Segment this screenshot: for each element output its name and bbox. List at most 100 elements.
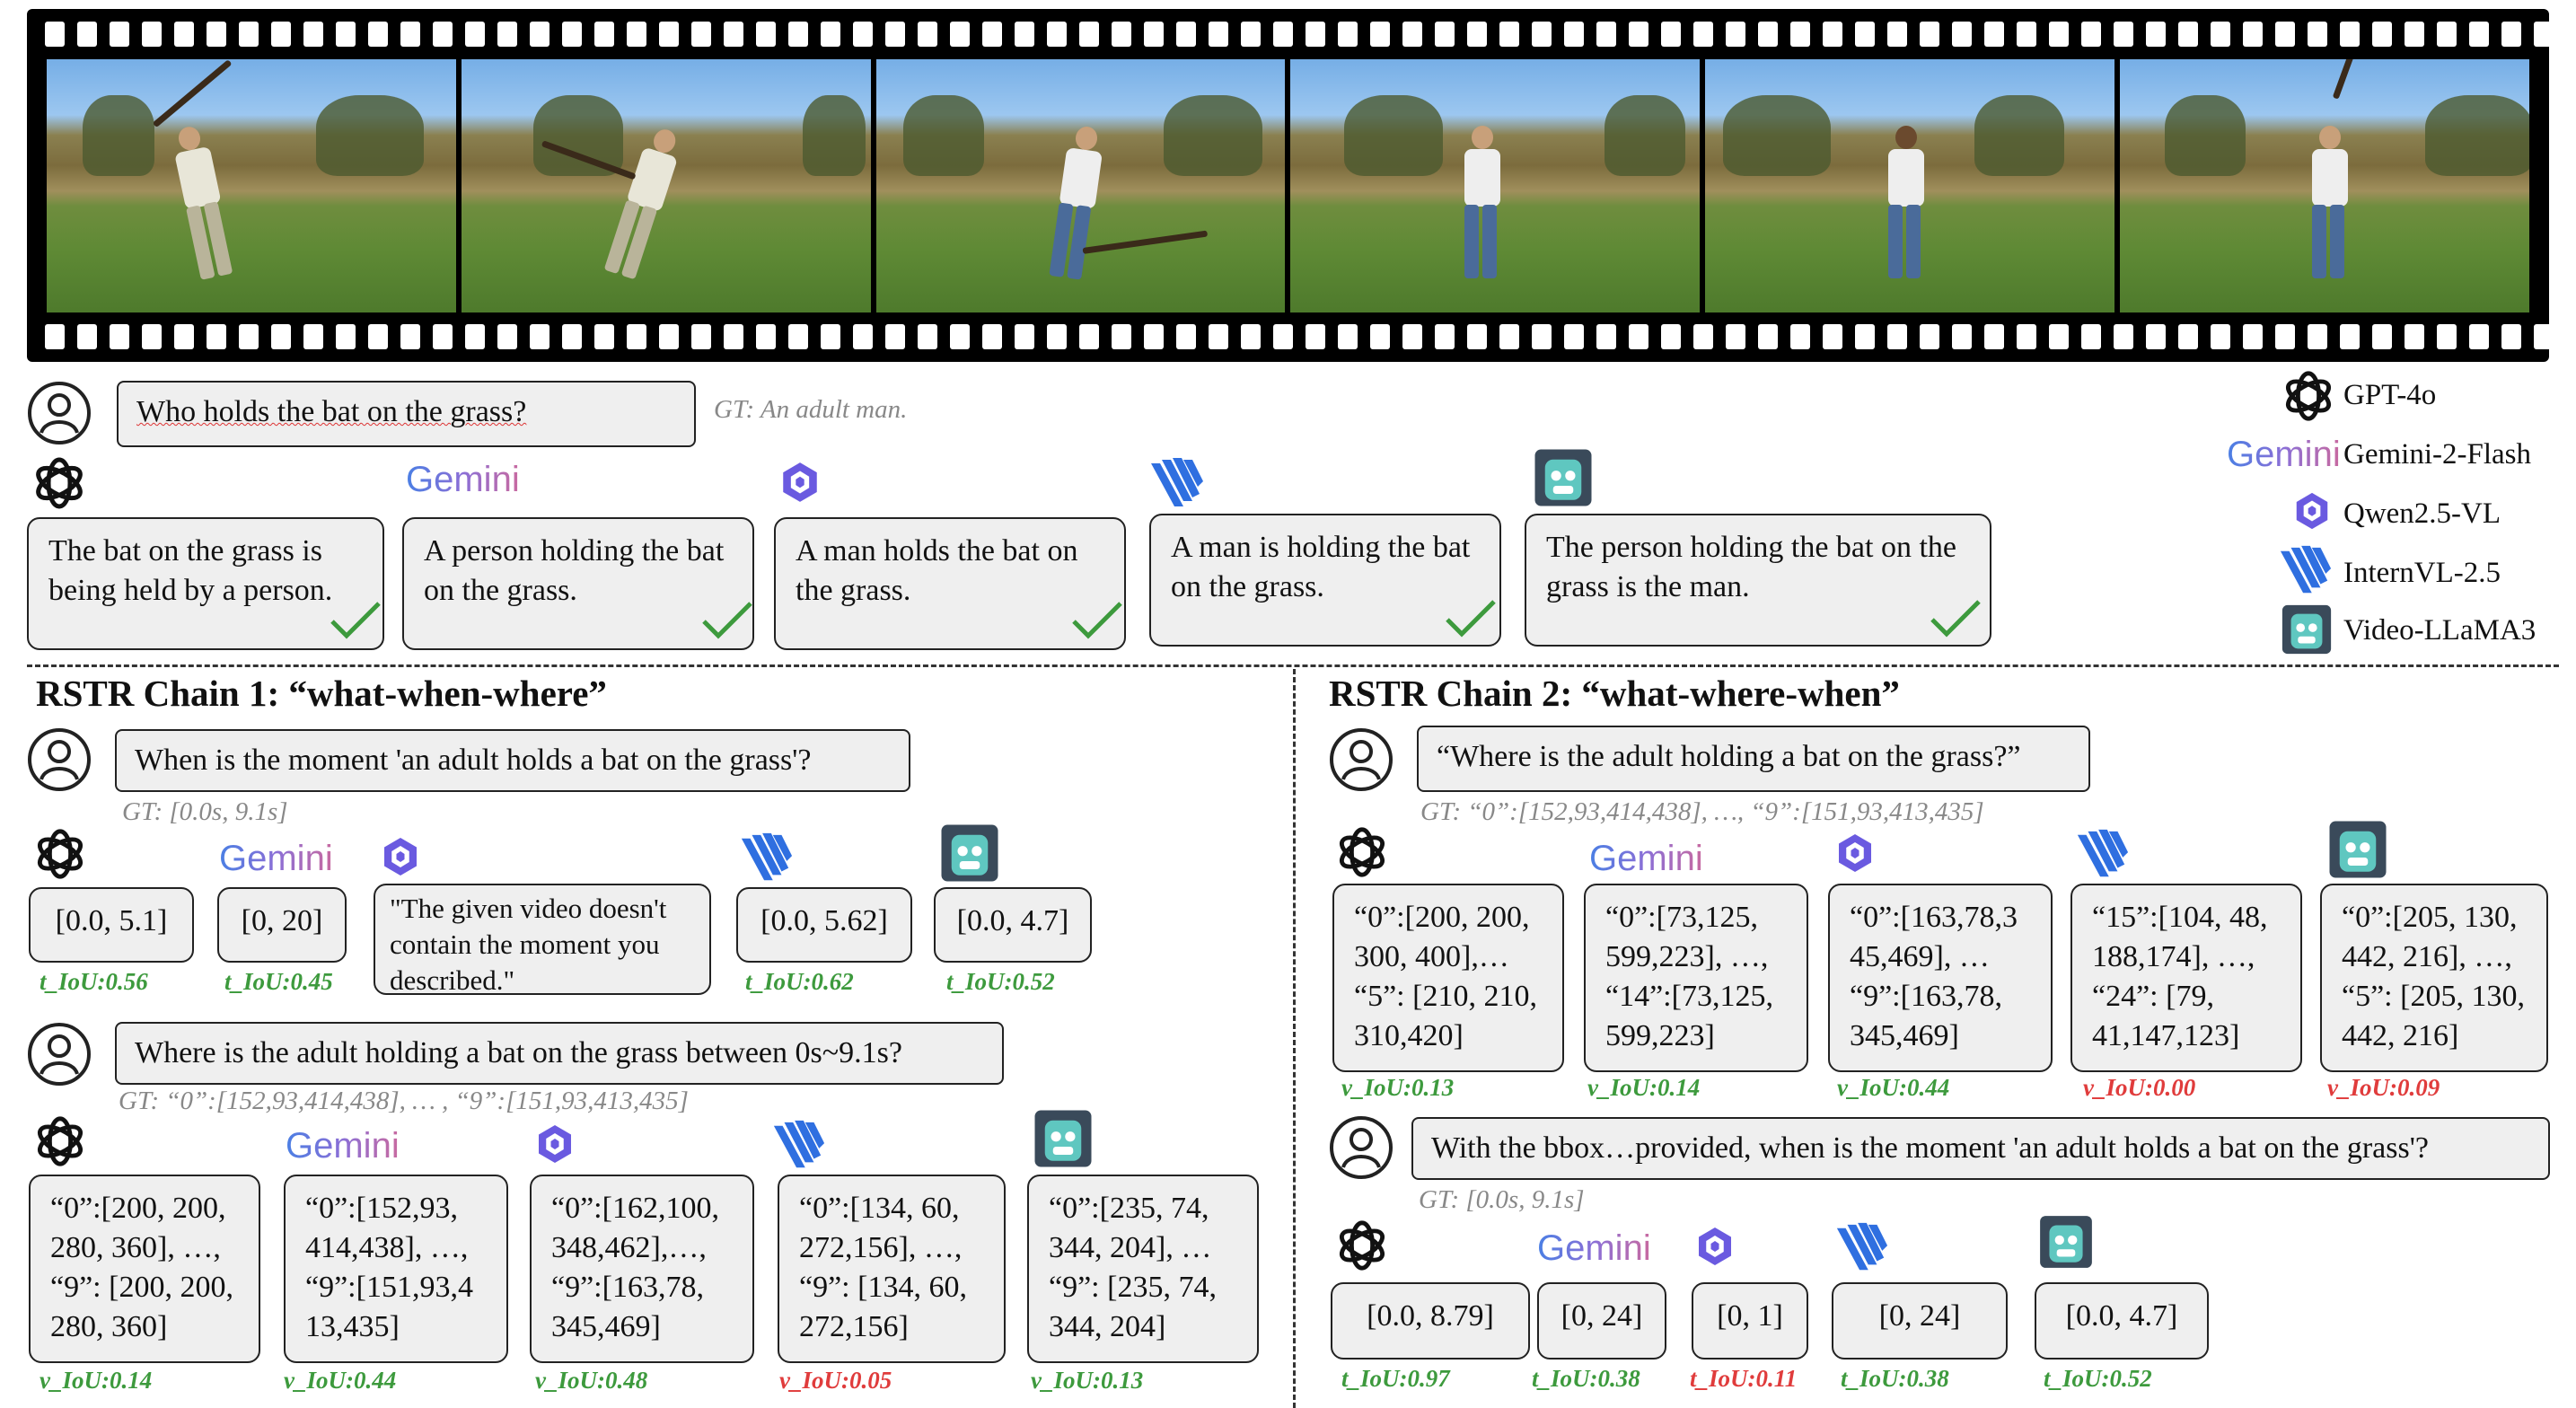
video-frame-3 [875, 59, 1286, 312]
chain2-m1-qwen: v_IoU:0.44 [1837, 1074, 1950, 1101]
video-llama-icon [2325, 817, 2390, 882]
top-answer-gpt: The bat on the grass is being held by a … [27, 517, 384, 650]
chain1-a1-gemini: [0, 20] [217, 887, 347, 963]
chain2-a1-qwen: “0”:[163,78,3 45,469], … “9”:[163,78, 34… [1828, 884, 2053, 1072]
chain1-question-1: When is the moment 'an adult holds a bat… [115, 729, 910, 792]
chain2-a1-gemini: “0”:[73,125, 599,223], …, “14”:[73,125, … [1584, 884, 1808, 1072]
chain1-m2-gpt: v_IoU:0.14 [40, 1367, 153, 1394]
chain2-a2-video-llama: [0.0, 4.7] [2035, 1282, 2209, 1360]
video-llama-icon [937, 821, 1002, 885]
chain2-question-1: “Where is the adult holding a bat on the… [1417, 726, 2090, 792]
chain1-a1-video-llama: [0.0, 4.7] [934, 887, 1092, 963]
chain1-a1-qwen: "The given video doesn't contain the mom… [374, 884, 711, 996]
legend-gemini-label: Gemini-2-Flash [2343, 438, 2531, 471]
top-answer-gemini: A person holding the bat on the grass. [402, 517, 754, 650]
qwen-icon [379, 835, 422, 878]
chain1-a2-internvl: “0”:[134, 60, 272,156], …, “9”: [134, 60… [778, 1175, 1006, 1363]
chain2-a1-internvl: “15”:[104, 48, 188,174], …, “24”: [79, 4… [2070, 884, 2302, 1072]
video-film-strip [27, 9, 2549, 362]
chain1-m2-internvl: v_IoU:0.05 [779, 1367, 892, 1394]
chain2-question-2: With the bbox…provided, when is the mome… [1411, 1117, 2550, 1180]
chain2-m2-internvl: t_IoU:0.38 [1841, 1365, 1949, 1392]
chain1-m1-gpt: t_IoU:0.56 [40, 968, 148, 995]
qwen-icon [533, 1122, 576, 1166]
check-icon [1070, 600, 1124, 639]
gpt-4o-icon [31, 454, 88, 512]
chain1-m2-video-llama: v_IoU:0.13 [1031, 1367, 1144, 1394]
gpt-4o-icon [32, 1113, 88, 1169]
chain1-m1-internvl: t_IoU:0.62 [745, 968, 854, 995]
chain2-a2-internvl: [0, 24] [1832, 1282, 2008, 1360]
user-avatar-icon [27, 1022, 92, 1087]
top-question: Who holds the bat on the grass? [117, 381, 696, 447]
legend-qwen-icon [2291, 490, 2333, 532]
chain1-q1-ground-truth: GT: [0.0s, 9.1s] [122, 797, 288, 826]
chain1-m2-gemini: v_IoU:0.44 [284, 1367, 397, 1394]
chain1-a1-internvl: [0.0, 5.62] [736, 887, 912, 963]
top-ground-truth: GT: An adult man. [714, 395, 908, 424]
chain1-a2-gpt: “0”:[200, 200, 280, 360], …, “9”: [200, … [29, 1175, 260, 1363]
video-frame-5 [1705, 59, 2115, 312]
chain1-q2-ground-truth: GT: “0”:[152,93,414,438], … , “9”:[151,9… [119, 1087, 689, 1115]
gpt-4o-icon [32, 826, 88, 882]
check-icon [1929, 598, 1983, 638]
film-holes-top [27, 22, 2549, 47]
video-llama-icon [1531, 445, 1596, 510]
chain1-m2-qwen: v_IoU:0.48 [535, 1367, 648, 1394]
chain2-a2-gpt: [0.0, 8.79] [1331, 1282, 1530, 1360]
chain1-a2-gemini: “0”:[152,93, 414,438], …, “9”:[151,93,4 … [284, 1175, 508, 1363]
user-avatar-icon [1329, 1115, 1394, 1180]
chain1-m1-gemini: t_IoU:0.45 [224, 968, 333, 995]
internvl-icon [770, 1117, 826, 1173]
top-answer-video-llama: The person holding the bat on the grass … [1525, 514, 1991, 647]
chain2-m2-video-llama: t_IoU:0.52 [2044, 1365, 2152, 1392]
video-frame-4 [1290, 59, 1701, 312]
legend-video-llama-label: Video-LLaMA3 [2343, 614, 2536, 647]
gemini-icon: Gemini [1537, 1228, 1651, 1268]
video-llama-icon [2036, 1212, 2096, 1272]
chain2-m2-gemini: t_IoU:0.38 [1532, 1365, 1640, 1392]
chain1-a1-gpt: [0.0, 5.1] [29, 887, 194, 963]
gemini-icon: Gemini [286, 1126, 400, 1166]
video-llama-icon [1031, 1106, 1095, 1171]
chain1-a2-qwen: “0”:[162,100, 348,462],…, “9”:[163,78, 3… [530, 1175, 754, 1363]
chain2-a2-qwen: [0, 1] [1692, 1282, 1808, 1360]
gemini-icon: Gemini [406, 460, 520, 499]
video-frame-6 [2120, 59, 2529, 312]
chain2-title: RSTR Chain 2: “what-where-when” [1329, 673, 1900, 714]
user-avatar-icon [27, 381, 92, 445]
chain1-question-2: Where is the adult holding a bat on the … [115, 1022, 1004, 1085]
chain2-m1-video-llama: v_IoU:0.09 [2327, 1074, 2440, 1101]
legend-gpt-4o-icon [2281, 368, 2336, 424]
legend-internvl-label: InternVL-2.5 [2343, 557, 2501, 589]
chain2-m2-qwen: t_IoU:0.11 [1690, 1365, 1798, 1392]
legend-gpt-4o-label: GPT-4o [2343, 379, 2437, 411]
user-avatar-icon [1329, 727, 1394, 792]
user-avatar-icon [27, 727, 92, 792]
chain2-m1-gpt: v_IoU:0.13 [1341, 1074, 1455, 1101]
check-icon [700, 600, 754, 639]
section-divider-horizontal [27, 664, 2559, 667]
chain2-m2-gpt: t_IoU:0.97 [1341, 1365, 1450, 1392]
video-frames [47, 59, 2529, 312]
check-icon [1444, 598, 1498, 638]
chain2-m1-internvl: v_IoU:0.00 [2083, 1074, 2196, 1101]
chain1-title: RSTR Chain 1: “what-when-where” [36, 673, 607, 714]
section-divider-vertical [1293, 669, 1296, 1408]
internvl-icon [1147, 454, 1205, 512]
top-answer-qwen: A man holds the bat on the grass. [774, 517, 1126, 650]
check-icon [329, 600, 382, 639]
video-frame-1 [47, 59, 456, 312]
qwen-icon [1693, 1225, 1736, 1268]
chain2-m1-gemini: v_IoU:0.14 [1587, 1074, 1701, 1101]
top-answer-internvl: A man is holding the bat on the grass. [1149, 514, 1501, 647]
internvl-icon [738, 830, 794, 885]
gpt-4o-icon [1334, 1218, 1390, 1273]
film-holes-bottom [27, 324, 2549, 349]
legend-gemini-icon: Gemini [2227, 435, 2341, 474]
chain2-a1-video-llama: “0”:[205, 130, 442, 216], …, “5”: [205, … [2320, 884, 2548, 1072]
legend-qwen-label: Qwen2.5-VL [2343, 497, 2501, 530]
gemini-icon: Gemini [1589, 839, 1703, 878]
gpt-4o-icon [1334, 824, 1390, 880]
chain1-m1-video-llama: t_IoU:0.52 [946, 968, 1055, 995]
